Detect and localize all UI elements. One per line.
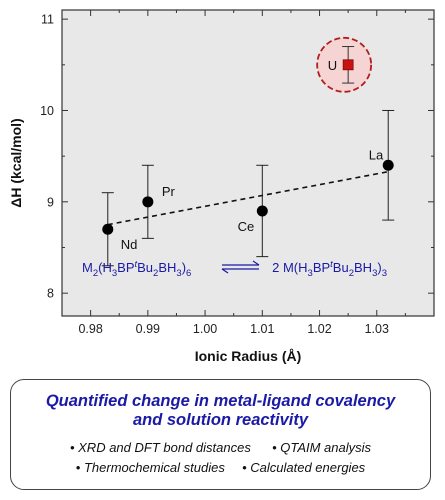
summary-title-line2: and solution reactivity	[132, 411, 309, 429]
formula-subscript: 3	[308, 268, 313, 279]
data-point-la	[382, 159, 394, 171]
formula-text: )	[377, 260, 381, 275]
equation-formula: 2 M(H3BPtBu2BH3)3	[272, 259, 387, 279]
y-axis-title: ΔH (kcal/mol)	[8, 118, 24, 207]
point-label-ce: Ce	[238, 219, 255, 234]
point-label-u: U	[328, 58, 337, 73]
y-tick-label: 10	[40, 104, 54, 118]
equilibrium-arrow-reverse-head	[221, 268, 229, 274]
formula-superscript: t	[135, 259, 138, 270]
point-label-nd: Nd	[121, 237, 138, 252]
formula-superscript: t	[330, 259, 333, 270]
formula-subscript: 3	[382, 268, 387, 279]
x-axis-title: Ionic Radius (Å)	[195, 348, 302, 364]
equilibrium-equation: M2(H3BPtBu2BH3)6 2 M(H3BPtBu2BH3)3	[82, 259, 387, 279]
x-tick-label: 0.99	[136, 322, 160, 336]
formula-text: M	[82, 260, 93, 275]
fit-line-group	[107, 170, 389, 226]
formula-subscript: 3	[176, 268, 181, 279]
formula-text: BH	[158, 260, 176, 275]
bullet-row-2: • Thermochemical studies • Calculated en…	[11, 460, 430, 475]
formula-text: (H	[98, 260, 112, 275]
bullet-xrd-dft: • XRD and DFT bond distances	[69, 440, 251, 455]
data-point-pr	[142, 196, 154, 208]
y-tick-label: 11	[41, 13, 54, 27]
x-tick-label: 0.98	[78, 322, 102, 336]
formula-text: )	[182, 260, 186, 275]
formula-subscript: 2	[349, 268, 354, 279]
y-tick-label: 8	[47, 287, 54, 301]
x-tick-label: 1.00	[193, 322, 217, 336]
formula-subscript: 6	[186, 268, 191, 279]
formula-text: BP	[117, 260, 134, 275]
x-tick-label: 1.03	[365, 322, 389, 336]
bullet-thermochemical: • Thermochemical studies	[75, 460, 225, 475]
x-tick-label: 1.02	[307, 322, 331, 336]
formula-subscript: 3	[372, 268, 377, 279]
data-point-ce	[256, 205, 268, 217]
formula-subscript: 2	[93, 268, 98, 279]
summary-title: Quantified change in metal-ligand covale…	[11, 392, 430, 430]
equation-formula: M2(H3BPtBu2BH3)6	[82, 259, 191, 279]
formula-subscript: 2	[153, 268, 158, 279]
formula-text: 2 M(H	[272, 260, 307, 275]
data-point-nd	[102, 223, 114, 235]
bullet-qtaim: • QTAIM analysis	[272, 440, 372, 455]
chart-svg: 0.98 0.99 1.00 1.01 1.02 1.03 8 9 10 11 U Nd Pr Ce L…	[8, 9, 435, 364]
formula-text: BP	[313, 260, 330, 275]
equilibrium-arrow-forward-head	[252, 260, 260, 266]
formula-text: Bu	[137, 260, 153, 275]
data-point-u	[342, 59, 354, 71]
bullet-calculated-energies: • Calculated energies	[242, 460, 366, 475]
formula-text: BH	[354, 260, 372, 275]
formula-subscript: 3	[112, 268, 117, 279]
x-tick-label: 1.01	[250, 322, 274, 336]
summary-title-line1: Quantified change in metal-ligand covale…	[45, 392, 396, 410]
formula-text: Bu	[333, 260, 349, 275]
bullet-row-1: • XRD and DFT bond distances • QTAIM ana…	[11, 440, 430, 455]
y-tick-label: 9	[47, 195, 54, 209]
point-label-pr: Pr	[162, 184, 176, 199]
summary-box: Quantified change in metal-ligand covale…	[10, 379, 431, 490]
axis-ticks: 0.98 0.99 1.00 1.01 1.02 1.03 8 9 10 11	[40, 10, 434, 336]
point-label-la: La	[369, 147, 384, 162]
data-points: Nd Pr Ce La	[101, 109, 395, 267]
fit-line	[107, 170, 389, 226]
highlight-group: U	[316, 36, 373, 93]
